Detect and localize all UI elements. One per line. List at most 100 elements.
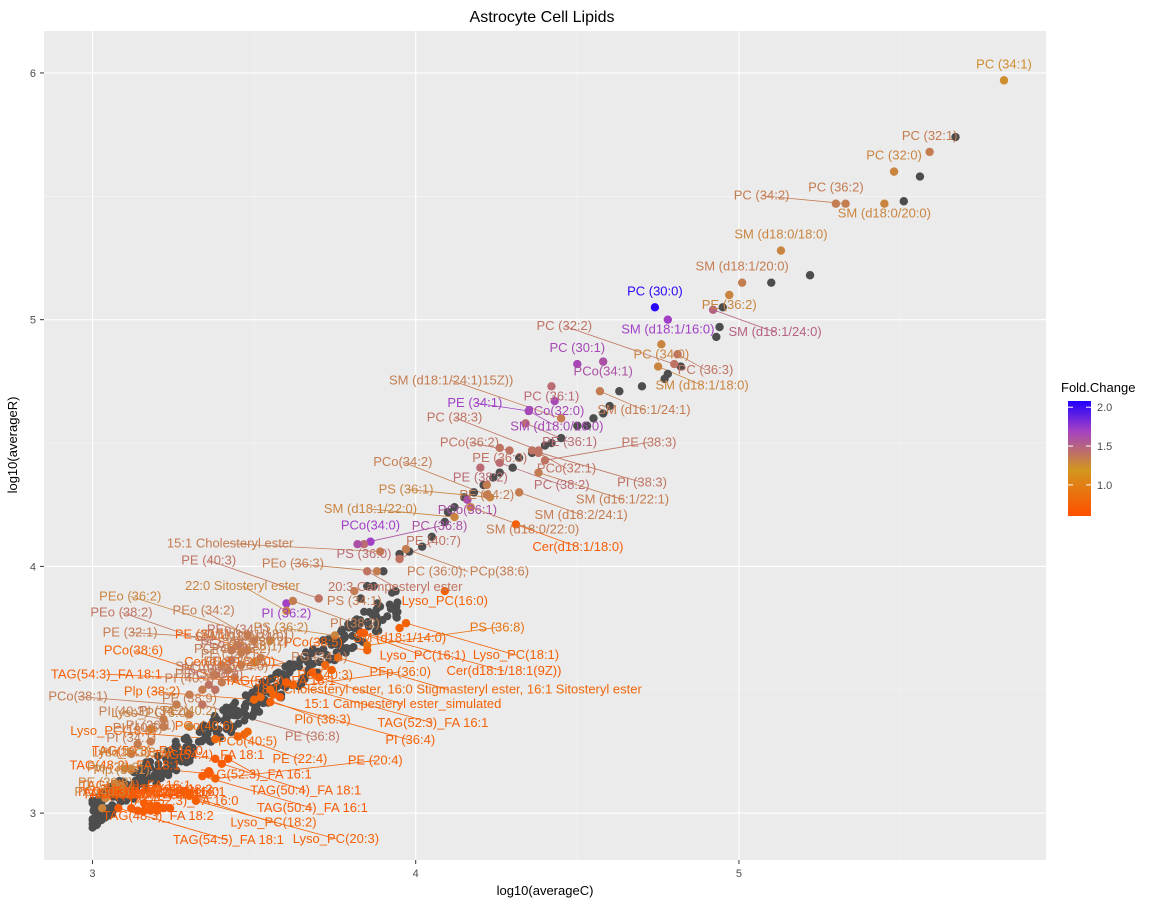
point-label: PC (40:3) xyxy=(74,784,130,799)
labeled-point xyxy=(372,567,382,576)
grey-point xyxy=(393,598,402,607)
point-label: PCo(36:1) xyxy=(438,502,497,517)
labeled-point xyxy=(308,668,317,677)
point-label: SM (d16:1/24:1) xyxy=(597,402,690,417)
point-label: PE (20:4) xyxy=(348,753,403,768)
point-label: PC (32:1) xyxy=(902,128,958,143)
labeled-point xyxy=(401,544,411,554)
labeled-point xyxy=(266,636,275,645)
labeled-point xyxy=(321,660,330,670)
point-label: PC (36:1) xyxy=(524,388,580,403)
labeled-point xyxy=(114,803,123,813)
labeled-point xyxy=(288,596,298,606)
grey-point xyxy=(222,719,231,728)
point-label: PE (40:7) xyxy=(406,533,461,548)
grey-point xyxy=(102,788,111,797)
point-label: PC (34:0) xyxy=(634,346,690,361)
labeled-point xyxy=(482,480,492,490)
grey-point xyxy=(303,655,312,664)
point-label: PCo(34:2) xyxy=(373,454,432,469)
point-label: Lyso_PC(16:0) xyxy=(402,593,488,608)
point-label: PI (38:3) xyxy=(617,474,667,489)
labeled-point xyxy=(191,796,201,805)
labeled-point xyxy=(249,695,259,704)
point-label: PE (38:2) xyxy=(453,470,508,485)
labeled-point xyxy=(233,641,243,650)
grey-point xyxy=(214,725,223,734)
point-label: PC (38:3) xyxy=(427,410,483,425)
grey-point xyxy=(598,409,608,418)
point-labels: PC (34:1) PC (32:1) PC (32:0) PC (36:2) SM (… xyxy=(48,56,1031,847)
labeled-point xyxy=(249,658,259,667)
label-connector xyxy=(370,508,455,518)
label-connector xyxy=(454,417,539,451)
labeled-point xyxy=(198,700,207,709)
grey-point xyxy=(342,644,351,653)
labeled-point xyxy=(110,779,120,788)
point-label: PS (36:2) xyxy=(253,619,308,634)
point-label: SM (d18:0/14:0) xyxy=(175,658,268,673)
labeled-point xyxy=(527,446,537,455)
y-tick-label: 3 xyxy=(30,808,36,820)
chart-title: Astrocyte Cell Lipids xyxy=(470,9,615,26)
label-connector xyxy=(133,650,274,696)
grey-point xyxy=(307,649,316,658)
label-connector xyxy=(677,353,706,371)
grey-point xyxy=(363,581,372,591)
point-label: Cer(d18:1/20:0) xyxy=(184,654,275,669)
point-label: PE (32:0) xyxy=(175,666,230,681)
labeled-point xyxy=(152,806,162,815)
label-connector xyxy=(208,560,319,599)
label-connector xyxy=(405,548,469,572)
label-connector xyxy=(292,684,433,724)
labeled-point xyxy=(224,665,233,675)
point-label: Plp (38:2) xyxy=(124,684,180,699)
labeled-point xyxy=(127,764,136,773)
labeled-point xyxy=(282,678,291,687)
label-connector xyxy=(599,390,645,411)
label-connector xyxy=(123,710,164,720)
labeled-point xyxy=(101,794,110,803)
grey-point xyxy=(637,382,647,391)
legend: Fold.Change 1.0 1.5 2.0 xyxy=(1061,380,1135,516)
labeled-point xyxy=(159,715,168,724)
labeled-point xyxy=(450,512,459,522)
point-label: SM (d18:0/24:0) xyxy=(195,629,288,644)
point-label: PEo (34:2) xyxy=(173,603,235,618)
grey-point xyxy=(383,612,392,621)
grey-point xyxy=(440,517,449,527)
grey-point xyxy=(379,567,388,576)
labeled-point xyxy=(670,359,679,369)
point-label: PC (30:2) xyxy=(233,634,289,649)
labeled-point xyxy=(841,199,850,208)
label-connector xyxy=(228,758,257,775)
grey-point xyxy=(352,615,361,624)
labeled-point xyxy=(185,722,194,731)
label-connector xyxy=(113,730,216,740)
point-label: SM (d16:1/18:1) xyxy=(201,626,294,641)
grey-point xyxy=(547,438,556,448)
labeled-point xyxy=(204,766,214,776)
point-label: TAG(52:4)_FA 16:1 xyxy=(80,777,191,792)
point-label: Lyso_PC(18:1) xyxy=(473,647,559,662)
legend-title: Fold.Change xyxy=(1061,380,1135,395)
labeled-point xyxy=(776,246,786,255)
grey-point xyxy=(166,753,175,762)
label-connector xyxy=(318,677,403,705)
label-connector xyxy=(399,540,434,560)
labeled-point xyxy=(663,315,673,324)
labeled-point xyxy=(243,631,252,640)
labeled-point xyxy=(159,803,168,813)
grey-point xyxy=(469,488,479,497)
grey-point xyxy=(392,613,401,622)
labeled-point xyxy=(97,803,107,813)
grey-point xyxy=(210,711,219,720)
labeled-point xyxy=(476,463,485,472)
labeled-point xyxy=(356,628,365,638)
point-label: PCo(34:1) xyxy=(574,364,633,379)
point-label: PE (32:2) xyxy=(201,646,256,661)
labeled-point xyxy=(314,673,323,682)
grey-point xyxy=(152,776,161,785)
point-label: PC (34:2) xyxy=(734,188,790,203)
point-label: SM (d18:0/18:0) xyxy=(734,227,827,242)
